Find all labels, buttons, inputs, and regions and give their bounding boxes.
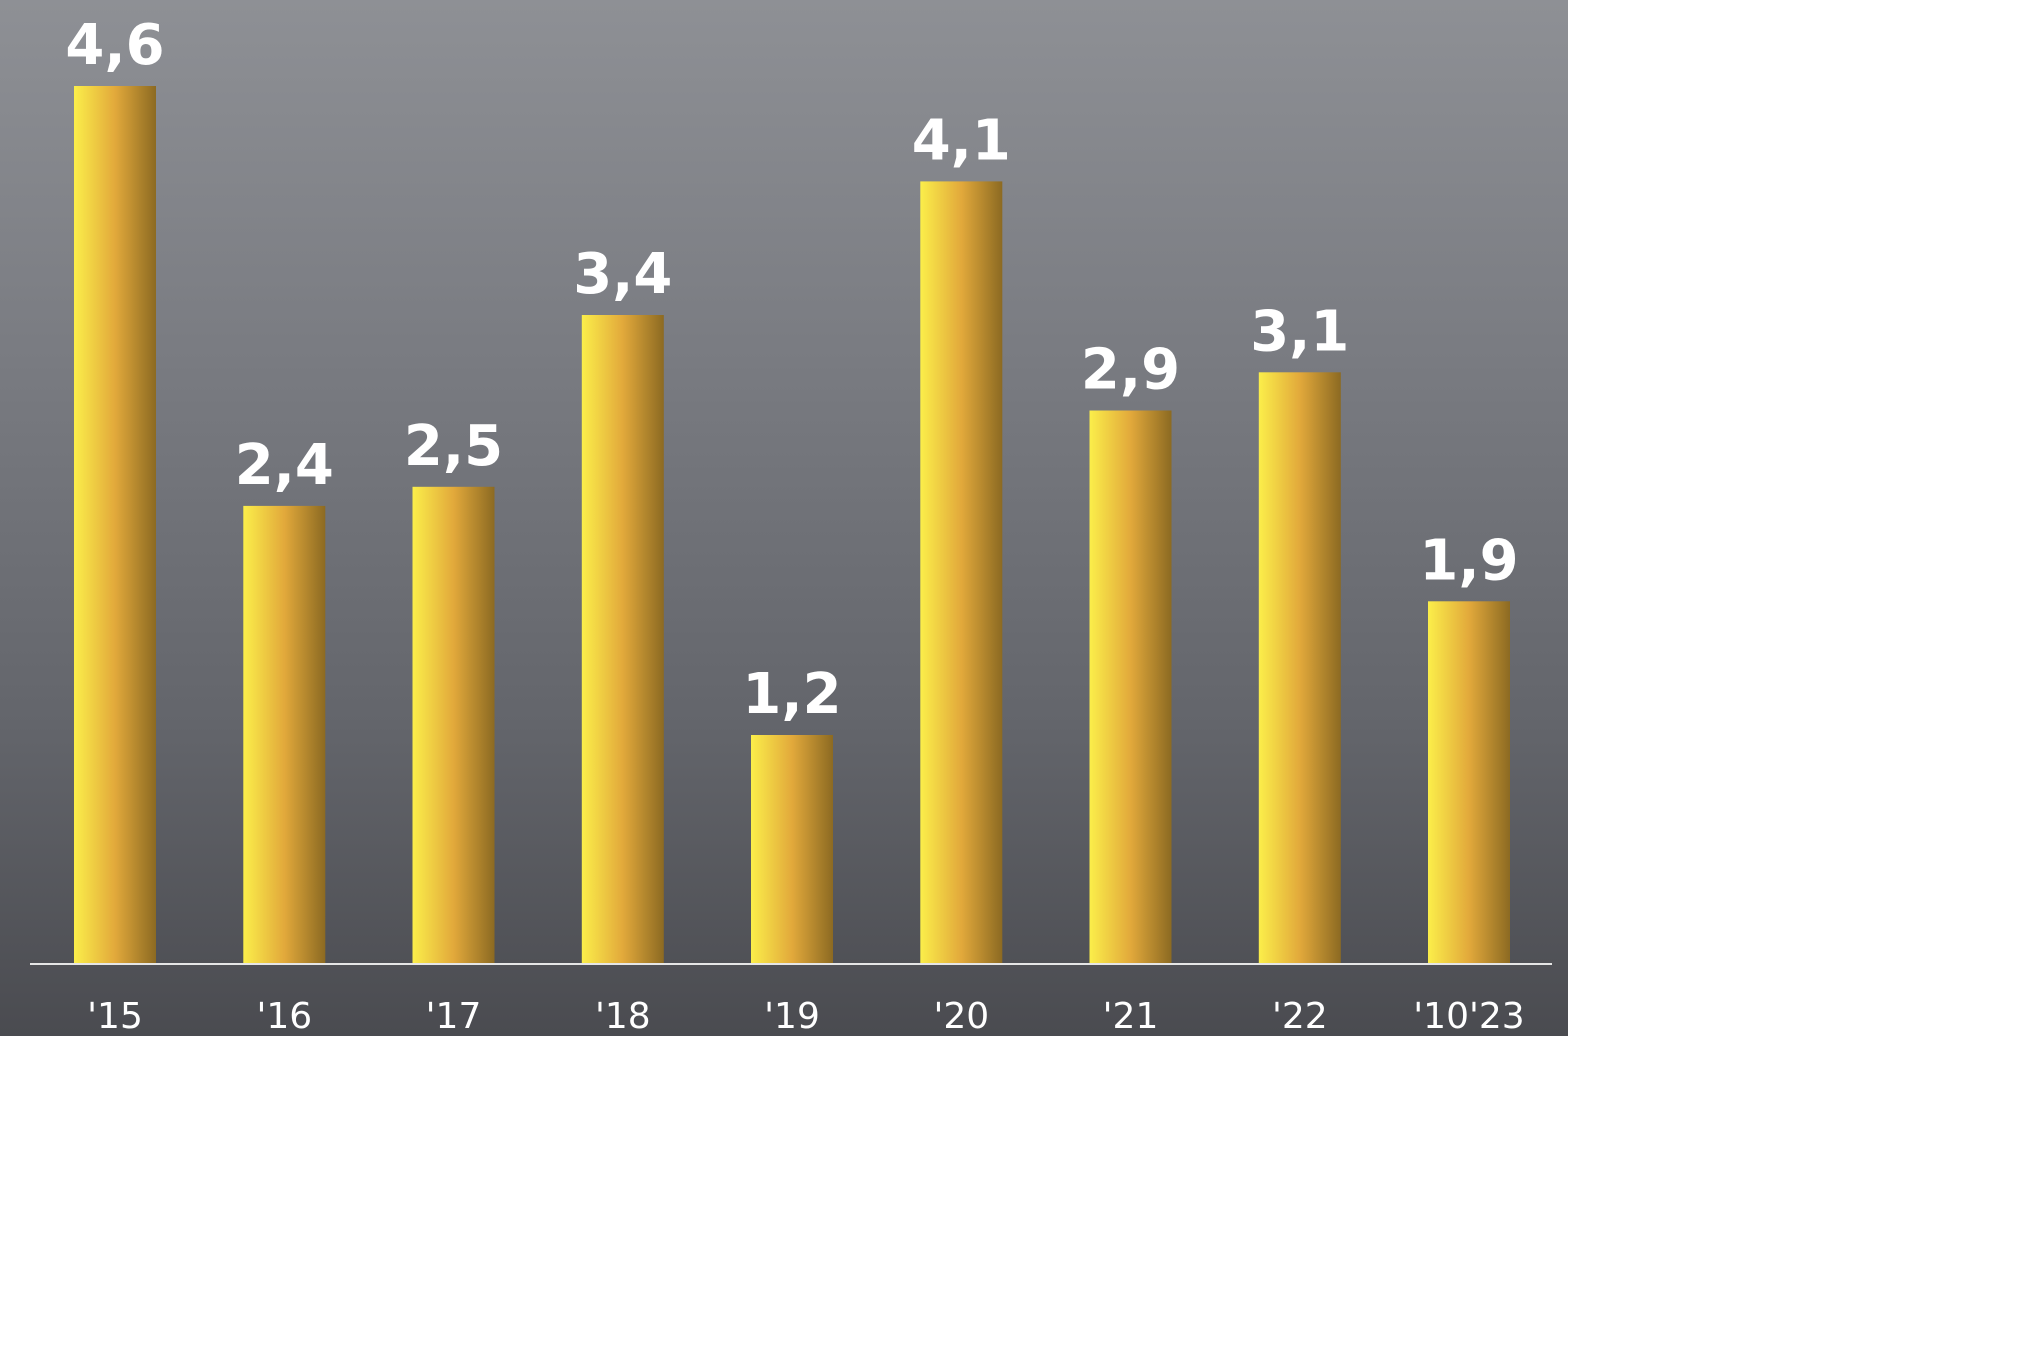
bar	[243, 505, 326, 964]
tick-labels-layer: '15 '16 '17 '18 '19 '20 '21 '22 '10'23	[87, 996, 1525, 1036]
x-tick-label: '22	[1272, 996, 1328, 1036]
bar	[412, 486, 495, 964]
bar-value-label: 1,2	[742, 662, 841, 727]
bar-value-label: 4,1	[912, 108, 1011, 173]
bar	[581, 315, 664, 964]
x-tick-label: '10'23	[1413, 996, 1524, 1036]
bar	[920, 181, 1003, 964]
bar-value-label: 3,4	[573, 242, 672, 307]
x-tick-label: '17	[426, 996, 482, 1036]
bar-value-label: 4,6	[65, 13, 164, 78]
x-tick-label: '15	[87, 996, 143, 1036]
chart-svg: 4,6 2,4 2,5 3,4 1,2 4,1 2,9 3,1 1,9 '15 '16 '17 '18…	[30, 13, 1552, 1036]
bar-value-label: 2,5	[404, 414, 503, 479]
x-tick-label: '20	[933, 996, 989, 1036]
x-tick-label: '16	[256, 996, 312, 1036]
bar-value-label: 3,1	[1250, 299, 1349, 364]
bar	[1089, 410, 1172, 964]
bar	[1258, 372, 1341, 964]
bar-value-label: 2,4	[235, 433, 334, 498]
value-labels-layer: 4,6 2,4 2,5 3,4 1,2 4,1 2,9 3,1 1,9	[65, 13, 1518, 727]
x-tick-label: '21	[1103, 996, 1159, 1036]
x-tick-label: '19	[764, 996, 820, 1036]
bar-value-label: 2,9	[1081, 338, 1180, 403]
bar	[74, 86, 156, 964]
bars-layer	[74, 86, 1510, 964]
bar	[1428, 601, 1510, 964]
bar	[751, 735, 833, 964]
x-tick-label: '18	[595, 996, 651, 1036]
bar-chart: 4,6 2,4 2,5 3,4 1,2 4,1 2,9 3,1 1,9 '15 '16 '17 '18…	[0, 0, 1568, 1036]
bar-value-label: 1,9	[1419, 528, 1518, 593]
